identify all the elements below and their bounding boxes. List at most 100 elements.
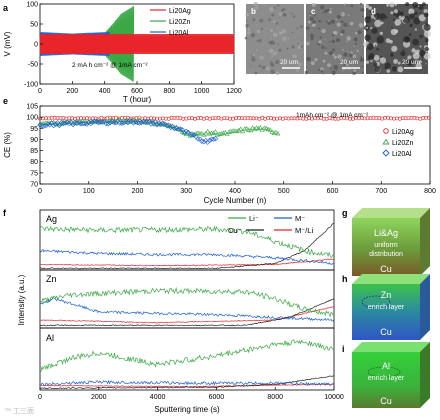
sem-grain — [359, 2, 363, 6]
sem-grain — [253, 5, 259, 10]
sem-grain — [296, 69, 299, 72]
data-point-li20zn — [257, 124, 263, 130]
sem-grain — [332, 31, 336, 35]
series-line-zn-mli — [39, 306, 335, 324]
data-point-li20zn — [199, 130, 205, 136]
sem-grain — [360, 56, 362, 58]
data-point-li20zn — [62, 120, 68, 125]
data-point-li20al — [136, 120, 143, 126]
sem-grain — [251, 57, 256, 62]
cube-base-i: Cu — [380, 396, 392, 406]
sem-grain — [250, 32, 256, 38]
sem-grain — [245, 12, 250, 17]
sem-grain — [390, 11, 394, 15]
sem-grain — [291, 12, 293, 15]
axes-frame-f-zn — [39, 269, 335, 329]
series-line-ag-li — [39, 225, 335, 259]
subplot-label-zn: Zn — [46, 274, 57, 284]
sem-grain — [395, 23, 398, 26]
data-point-li20al — [175, 126, 182, 132]
sem-grain — [419, 12, 422, 14]
sem-grain — [309, 16, 314, 21]
cube-front-h — [352, 284, 420, 340]
sem-grain — [305, 41, 310, 46]
sem-grain — [314, 58, 318, 62]
sem-grain — [270, 63, 274, 66]
legend-label-e-li20zn: Li20Zn — [392, 140, 414, 147]
sem-grain — [262, 65, 266, 70]
data-point-li20zn — [136, 117, 142, 122]
legend-label-li: Li⁻ — [249, 214, 259, 223]
sem-grain — [346, 4, 348, 6]
sem-grain — [340, 12, 345, 17]
y-tick-label: 85 — [30, 148, 38, 155]
data-point-li20zn — [207, 131, 213, 136]
x-tick-label: 1000 — [194, 88, 210, 95]
data-point-li20al — [105, 121, 111, 127]
data-point-li20al — [210, 136, 217, 142]
y-tick-label: 75 — [30, 170, 38, 177]
sem-grain — [350, 4, 354, 8]
data-point-li20al — [208, 136, 215, 142]
data-point-li20al — [119, 120, 125, 126]
sem-grain — [254, 71, 258, 75]
sem-grain — [418, 4, 424, 10]
sem-grain — [394, 29, 399, 33]
sem-grain — [335, 18, 338, 21]
sem-grain — [376, 35, 385, 44]
data-point-li20al — [212, 136, 219, 142]
legend-marker-li20zn — [382, 138, 390, 145]
data-point-li20al — [187, 131, 193, 137]
data-point-li20zn — [82, 118, 88, 123]
series-line-li20ag — [39, 33, 235, 55]
sem-grain — [373, 54, 380, 61]
cube-i: i Al enrich layer Cu — [342, 342, 430, 408]
sem-grain — [385, 16, 388, 19]
x-tick-label: 8000 — [267, 394, 283, 401]
y-tick-label: 105 — [26, 104, 38, 111]
sem-grain — [347, 68, 350, 70]
sem-grain — [297, 62, 302, 67]
sem-grain — [374, 45, 377, 47]
sem-grain — [404, 36, 410, 42]
data-point-li20al — [171, 125, 178, 132]
data-point-li20al — [66, 120, 72, 127]
sem-grain — [271, 13, 275, 17]
sem-grain — [277, 42, 280, 45]
sem-grain — [252, 18, 256, 22]
sem-grain — [379, 57, 387, 64]
legend-label-m: M⁻ — [295, 214, 305, 223]
sem-grain — [340, 20, 344, 24]
sem-grain — [265, 27, 268, 30]
sem-grain — [272, 20, 276, 23]
sem-grain — [409, 9, 412, 11]
y-tick-label: 80 — [30, 159, 38, 166]
sem-grain — [269, 6, 274, 12]
sem-grain — [330, 67, 332, 70]
sem-grain — [305, 26, 309, 30]
sem-grain — [354, 42, 358, 46]
sem-grain — [256, 39, 259, 43]
data-point-li20al — [56, 122, 63, 129]
sem-grain — [271, 38, 273, 41]
data-point-li20al — [164, 123, 170, 129]
sem-grain — [310, 33, 314, 38]
sem-grain — [343, 52, 348, 57]
cube-top-h — [352, 274, 430, 284]
sem-grain — [310, 61, 315, 66]
sem-grain — [276, 26, 279, 28]
x-tick-label: 6000 — [209, 394, 225, 401]
panel-letter-b: b — [251, 7, 256, 16]
sem-grain — [327, 63, 331, 68]
sem-grain — [333, 65, 339, 70]
data-point-li20zn — [236, 127, 242, 133]
data-point-li20al — [47, 122, 53, 128]
data-point-li20al — [51, 122, 57, 129]
sem-grain — [421, 59, 424, 61]
ylabel-e: CE (%) — [3, 132, 12, 158]
sem-grain — [246, 20, 248, 23]
series-line-ag-m — [39, 249, 335, 265]
sem-grain — [391, 45, 398, 52]
sem-grain — [318, 40, 322, 44]
data-point-li20zn — [211, 130, 217, 135]
